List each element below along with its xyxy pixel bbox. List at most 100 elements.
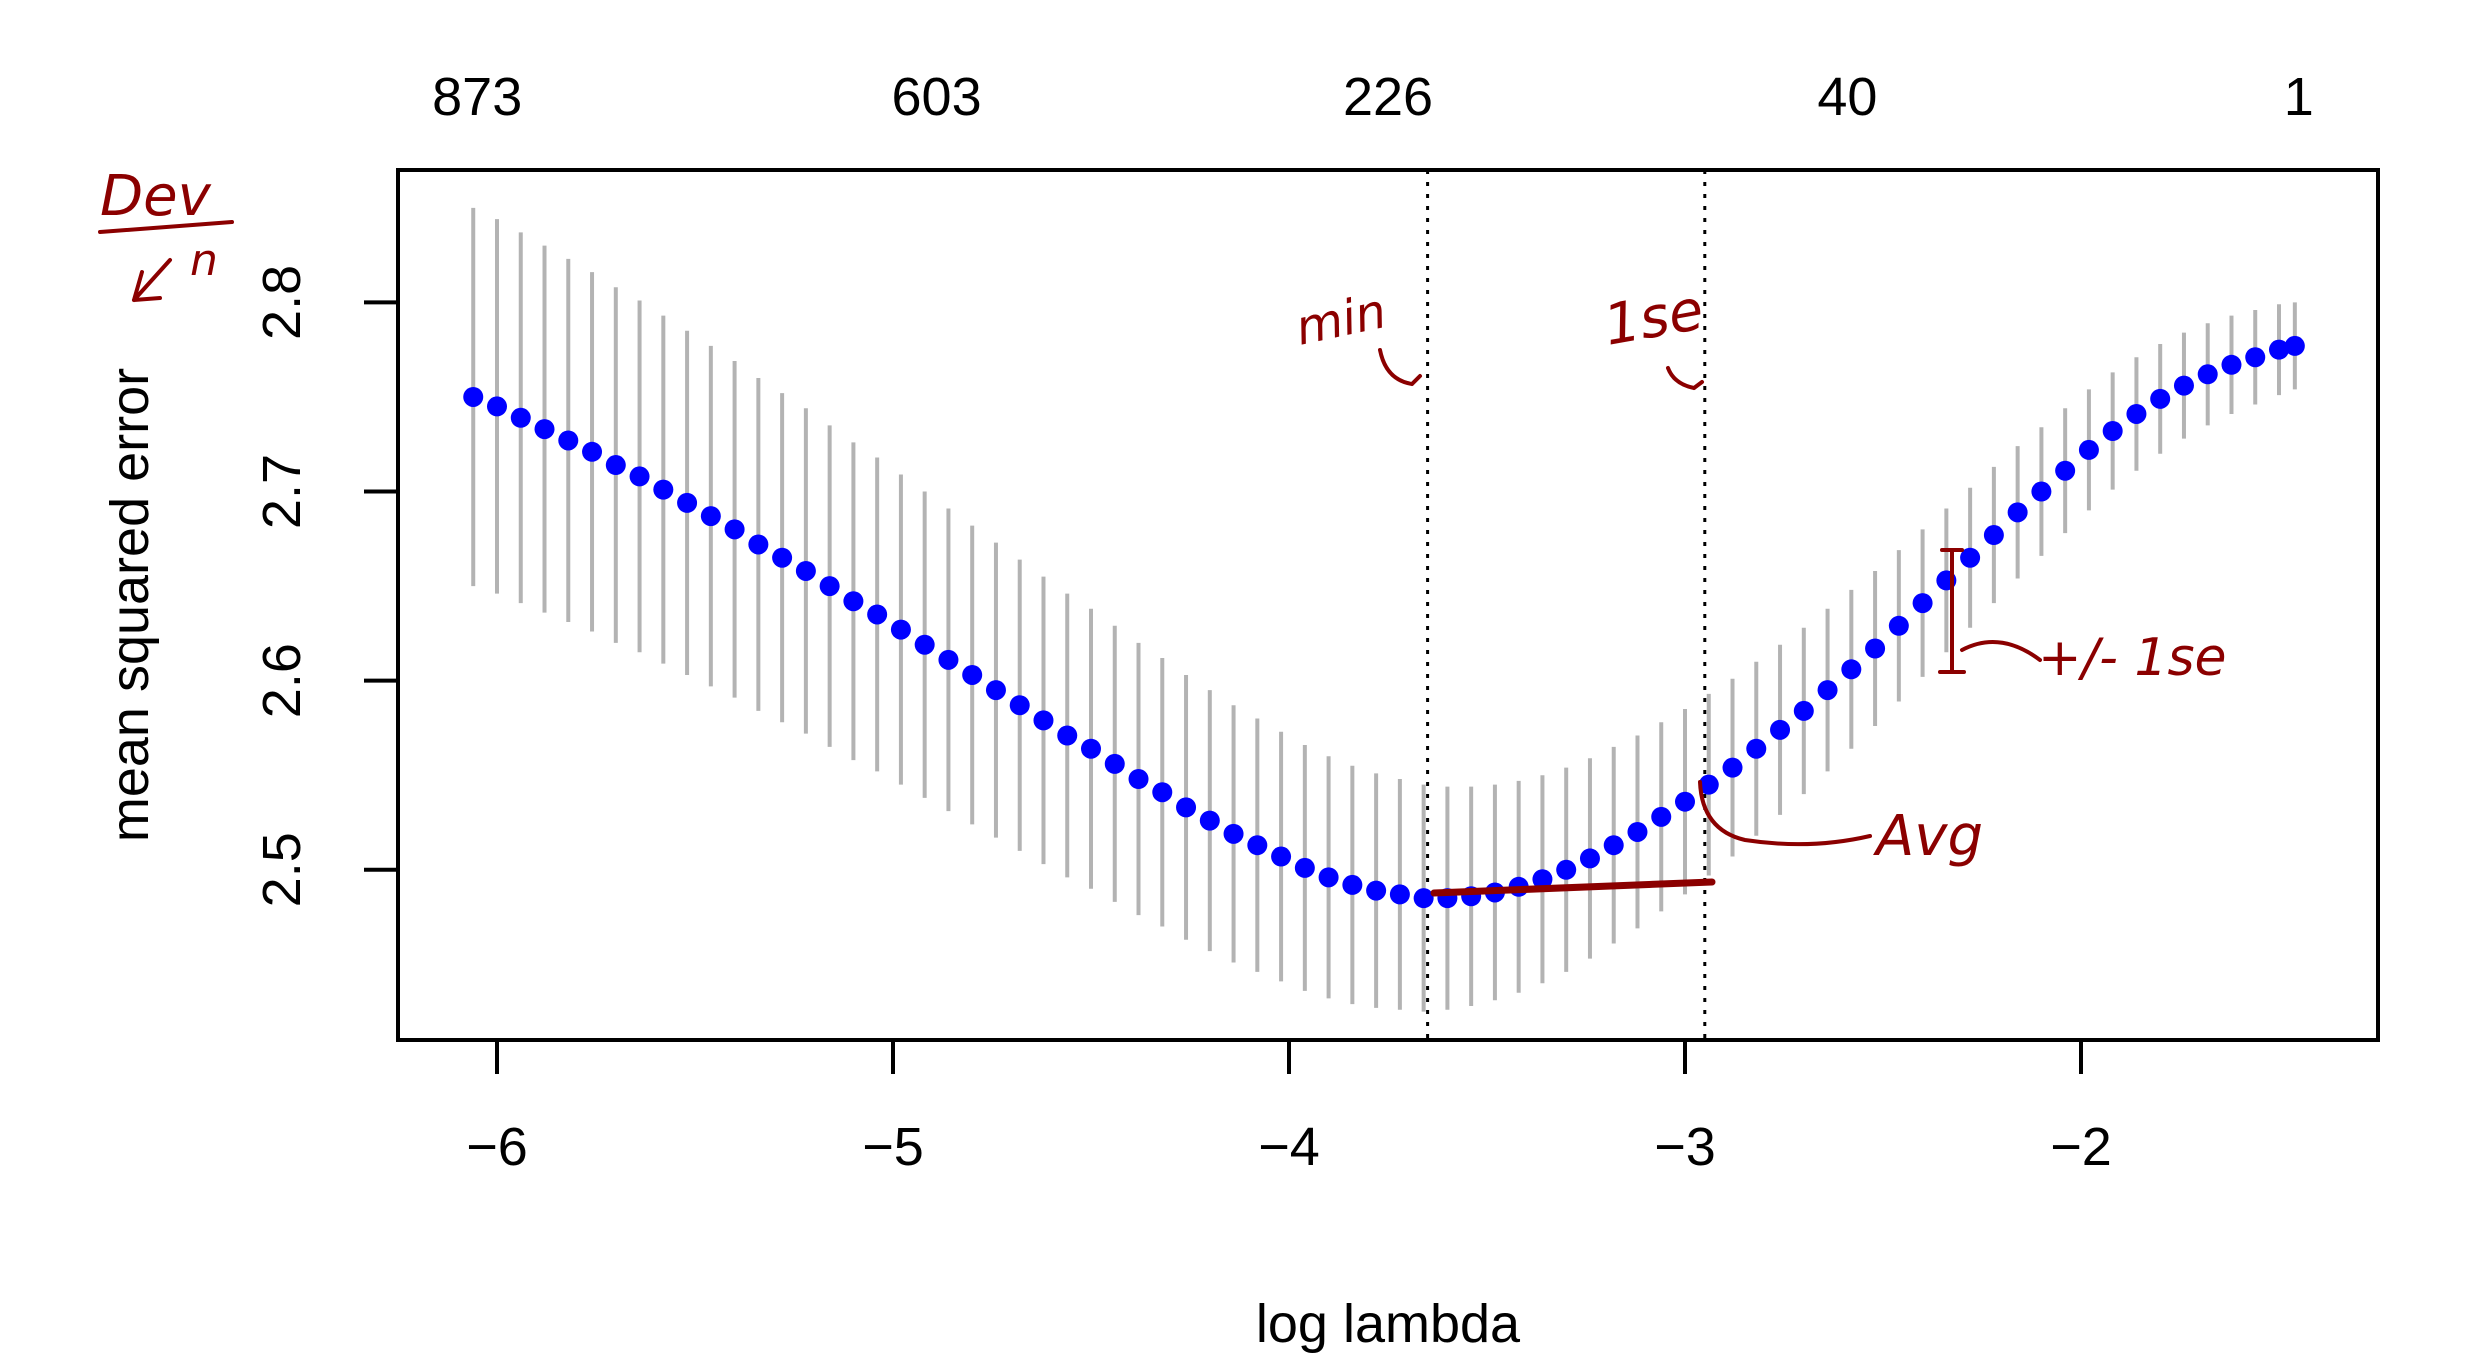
data-point bbox=[819, 576, 840, 597]
data-point bbox=[605, 455, 626, 476]
data-point bbox=[1271, 846, 1292, 867]
top-tick-label: 40 bbox=[1817, 67, 1877, 127]
data-point bbox=[772, 547, 793, 568]
annotation-plus-minus-1se: +/- 1se bbox=[2038, 628, 2227, 688]
data-point bbox=[1698, 774, 1719, 795]
data-point bbox=[1033, 710, 1054, 731]
data-point bbox=[677, 492, 698, 513]
data-point bbox=[2173, 375, 2194, 396]
data-point bbox=[985, 680, 1006, 701]
data-point bbox=[2197, 364, 2218, 385]
x-tick-label: −3 bbox=[1654, 1117, 1716, 1177]
data-point bbox=[1176, 797, 1197, 818]
data-point bbox=[1603, 835, 1624, 856]
data-point bbox=[510, 407, 531, 428]
data-point bbox=[558, 430, 579, 451]
x-tick-label: −6 bbox=[466, 1117, 528, 1177]
data-point bbox=[843, 591, 864, 612]
x-axis-label: log lambda bbox=[1256, 1294, 1521, 1354]
data-point bbox=[2102, 421, 2123, 441]
data-point bbox=[724, 519, 745, 540]
data-point bbox=[1009, 695, 1030, 716]
data-point bbox=[2284, 335, 2305, 356]
data-point bbox=[1342, 874, 1363, 895]
data-point bbox=[1366, 880, 1387, 901]
y-axis-label: mean squared error bbox=[100, 368, 160, 842]
data-point bbox=[1081, 738, 1101, 759]
data-point bbox=[1223, 823, 1244, 844]
x-tick-label: −5 bbox=[862, 1117, 924, 1177]
y-tick-label: 2.7 bbox=[252, 454, 312, 529]
data-point bbox=[1983, 525, 2004, 546]
data-point bbox=[795, 560, 816, 581]
annotation-n: n bbox=[190, 235, 218, 286]
data-point bbox=[1817, 680, 1838, 701]
plot-frame bbox=[396, 168, 2380, 1042]
x-tick-label: −4 bbox=[1258, 1117, 1320, 1177]
y-tick-label: 2.8 bbox=[252, 265, 312, 340]
annotation-dev-arrow bbox=[132, 258, 172, 302]
data-point bbox=[1888, 615, 1909, 636]
data-point bbox=[1651, 806, 1672, 827]
data-point bbox=[1556, 859, 1577, 880]
data-point bbox=[1722, 757, 1743, 778]
annotation-dev-fraction-bar bbox=[98, 220, 234, 234]
data-point bbox=[1294, 857, 1315, 878]
data-point bbox=[1057, 725, 1078, 746]
data-point bbox=[1579, 848, 1600, 869]
data-point bbox=[487, 396, 507, 417]
data-point bbox=[1627, 821, 1648, 842]
data-point bbox=[1960, 547, 1981, 568]
data-point bbox=[2078, 439, 2099, 460]
annotation-dev: Dev bbox=[100, 164, 212, 229]
data-point bbox=[1389, 884, 1410, 905]
data-point bbox=[2007, 502, 2028, 523]
data-point bbox=[962, 664, 983, 685]
data-point bbox=[1152, 782, 1173, 803]
data-point bbox=[1770, 719, 1791, 740]
data-point bbox=[1247, 835, 1268, 856]
data-point bbox=[1104, 753, 1125, 774]
x-tick-label: −2 bbox=[2050, 1117, 2112, 1177]
data-point bbox=[1746, 738, 1767, 759]
data-point bbox=[1793, 700, 1814, 721]
data-point bbox=[2221, 354, 2242, 375]
annotation-avg-connector bbox=[1698, 780, 1872, 847]
data-point bbox=[1318, 867, 1339, 888]
top-tick-label: 603 bbox=[892, 67, 982, 127]
top-tick-label: 1 bbox=[2284, 67, 2314, 127]
data-point bbox=[1841, 659, 1862, 680]
top-tick-label: 873 bbox=[432, 67, 522, 127]
y-tick-label: 2.6 bbox=[252, 643, 312, 718]
annotation-1se-bracket-connector bbox=[1960, 640, 2042, 662]
data-point bbox=[2031, 481, 2052, 502]
top-tick-label: 226 bbox=[1343, 67, 1433, 127]
data-point bbox=[1912, 593, 1933, 614]
y-tick-label: 2.5 bbox=[252, 832, 312, 907]
reference-lines bbox=[1426, 170, 1707, 1040]
annotation-1se-arrow bbox=[1666, 366, 1704, 390]
data-point bbox=[700, 506, 721, 527]
annotation-1se-bracket bbox=[1938, 548, 1966, 674]
data-point bbox=[2269, 339, 2289, 360]
data-point bbox=[890, 619, 911, 640]
data-point bbox=[653, 479, 674, 500]
x-axis: −6 −5 −4 −3 −2 bbox=[466, 1040, 2112, 1177]
data-point bbox=[867, 604, 888, 625]
data-point bbox=[2245, 347, 2266, 368]
y-axis: 2.5 2.6 2.7 2.8 bbox=[252, 265, 398, 907]
data-point bbox=[1675, 791, 1695, 812]
data-point bbox=[914, 634, 935, 655]
data-point bbox=[1413, 888, 1434, 909]
data-point bbox=[1199, 810, 1220, 831]
data-points bbox=[463, 335, 2305, 909]
data-point bbox=[2055, 460, 2076, 481]
data-point bbox=[1532, 869, 1553, 890]
data-point bbox=[1865, 638, 1886, 659]
data-point bbox=[534, 419, 555, 440]
data-point bbox=[1128, 769, 1149, 789]
data-point bbox=[629, 466, 650, 487]
data-point bbox=[2126, 403, 2147, 424]
